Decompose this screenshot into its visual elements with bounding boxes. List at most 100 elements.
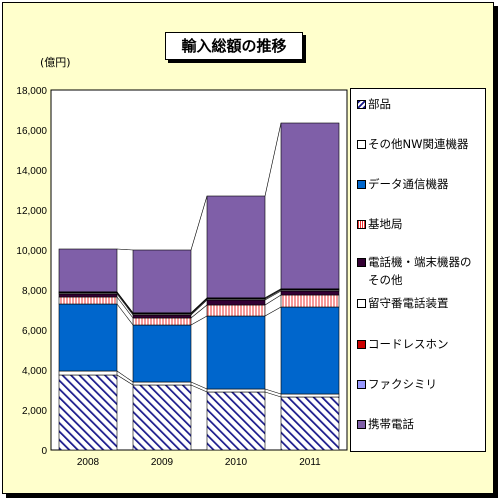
bar-segment-data_comm [206, 315, 266, 390]
series-line [116, 293, 134, 316]
series-line [264, 306, 282, 317]
series-line [264, 289, 282, 299]
legend-item-fax: ファクシミリ [357, 375, 481, 393]
legend-item-cordless: コードレスホン [357, 335, 481, 353]
legend-label: データ通信機器 [368, 177, 449, 191]
legend-swatch [357, 299, 366, 308]
series-line [264, 288, 282, 299]
series-line [116, 374, 134, 386]
bar-segment-other_nw [206, 388, 266, 393]
bar-segment-base_station [206, 304, 266, 317]
legend-item-mobile: 携帯電話 [357, 415, 481, 433]
x-tick-label: 2010 [225, 457, 248, 468]
series-line [264, 388, 282, 395]
legend-swatch [357, 258, 366, 267]
series-line [190, 297, 208, 314]
legend-item-data_comm: データ通信機器 [357, 175, 481, 193]
y-tick-label: 10,000 [16, 246, 47, 257]
series-line [190, 298, 208, 315]
series-line [116, 292, 134, 314]
bar-segment-phone_terminal [132, 314, 192, 319]
legend-swatch [357, 420, 366, 429]
bar-segment-phone_terminal [58, 293, 118, 298]
legend-label: 電話機・端末機器のその他 [368, 255, 472, 287]
legend-swatch [357, 380, 366, 389]
y-tick-label: 0 [41, 446, 47, 457]
bar-segment-parts [280, 396, 340, 451]
bar-segment-mobile [58, 248, 118, 293]
x-axis-tick-labels: 2008 2009 2010 2011 [77, 457, 321, 468]
y-tick-label: 2,000 [22, 406, 47, 417]
bar-segment-data_comm [132, 324, 192, 383]
bar-segment-other_nw [280, 393, 340, 398]
bar-series [58, 122, 340, 451]
legend-swatch [357, 180, 366, 189]
series-line [264, 391, 282, 398]
legend-label: コードレスホン [368, 337, 449, 351]
series-line [190, 299, 208, 316]
series-line [190, 298, 208, 314]
series-line [190, 304, 208, 319]
y-axis-tick-labels: 0 2,000 4,000 6,000 8,000 10,000 12,000 14,000 1… [16, 86, 47, 457]
bar-segment-mobile [280, 122, 340, 290]
bar-segment-other_nw [132, 381, 192, 386]
bar-segment-parts [132, 384, 192, 451]
legend: 部品その他NW関連機器 データ通信機器 基地局電話機・端末機器のその他留守番電話装置… [350, 88, 486, 452]
y-tick-label: 16,000 [16, 126, 47, 137]
bar-segment-phone_terminal [280, 290, 340, 296]
series-line [190, 195, 208, 251]
bar-segment-parts [58, 374, 118, 451]
x-tick-label: 2011 [299, 457, 321, 468]
bar-segment-phone_terminal [206, 299, 266, 306]
series-line [190, 381, 208, 390]
legend-label: 携帯電話 [368, 417, 414, 431]
series-line [116, 291, 134, 313]
y-tick-label: 18,000 [16, 86, 47, 97]
series-line [264, 122, 282, 197]
legend-label: 基地局 [368, 217, 403, 231]
series-line [190, 384, 208, 393]
legend-swatch [357, 220, 366, 229]
bar-segment-other_nw [58, 370, 118, 376]
series-line [116, 303, 134, 326]
y-tick-label: 6,000 [22, 326, 47, 337]
legend-item-answering_machine: 留守番電話装置 [357, 294, 481, 312]
bar-segment-data_comm [58, 303, 118, 372]
legend-label: 留守番電話装置 [368, 296, 449, 310]
series-line [264, 289, 282, 300]
bar-segment-parts [206, 391, 266, 451]
legend-item-phone_terminal: 電話機・端末機器のその他 [357, 253, 481, 289]
y-tick-label: 8,000 [22, 286, 47, 297]
bar-segment-mobile [132, 249, 192, 314]
legend-swatch [357, 340, 366, 349]
bar-segment-base_station [58, 296, 118, 305]
y-tick-label: 4,000 [22, 366, 47, 377]
legend-item-other_nw: その他NW関連機器 [357, 135, 481, 153]
y-tick-label: 14,000 [16, 166, 47, 177]
bar-segment-base_station [132, 317, 192, 326]
x-tick-label: 2009 [151, 457, 174, 468]
series-line [116, 296, 134, 319]
legend-label: その他NW関連機器 [368, 137, 469, 151]
series-connector-lines [116, 122, 282, 398]
legend-label: ファクシミリ [368, 377, 437, 391]
chart-title: 輸入総額の推移 [165, 32, 303, 60]
bar-segment-mobile [206, 195, 266, 299]
legend-label: 部品 [368, 97, 391, 111]
legend-swatch [357, 140, 366, 149]
y-axis-unit-label: (億円) [40, 56, 71, 69]
legend-item-parts: 部品 [357, 95, 481, 113]
y-tick-label: 12,000 [16, 206, 47, 217]
legend-item-base_station: 基地局 [357, 215, 481, 233]
series-line [264, 290, 282, 301]
x-tick-label: 2008 [77, 457, 100, 468]
series-line [116, 370, 134, 383]
series-line [264, 294, 282, 306]
bar-segment-base_station [280, 294, 340, 308]
series-line [116, 292, 134, 315]
bar-segment-data_comm [280, 306, 340, 395]
series-line [116, 248, 134, 251]
legend-swatch [357, 100, 366, 109]
series-line [190, 315, 208, 326]
